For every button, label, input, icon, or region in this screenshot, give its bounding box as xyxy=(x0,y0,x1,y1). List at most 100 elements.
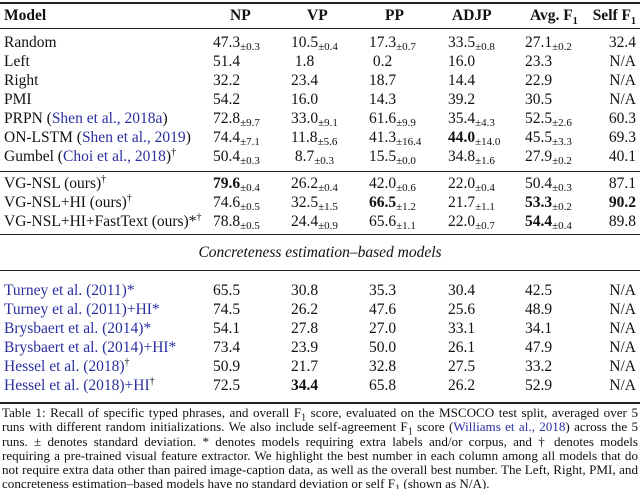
value-cell: 30.5 xyxy=(525,90,552,109)
value: 33.1 xyxy=(448,320,476,337)
caption-text: score, evaluated on the MSCOCO test spli… xyxy=(2,405,638,435)
value: 18.7 xyxy=(369,72,397,89)
value: 50.4 xyxy=(525,175,553,192)
caption-text: score ( xyxy=(412,419,454,435)
value: 11.8 xyxy=(291,129,318,146)
citation-link[interactable]: Shen et al., 2018a xyxy=(51,110,163,127)
value: 33.2 xyxy=(525,358,553,375)
value: 17.3 xyxy=(369,34,397,51)
value: N/A xyxy=(609,358,636,375)
value-cell: 72.8±9.7 xyxy=(213,109,260,130)
table-row: VG-NSL+HI (ours)† 74.6±0.5 32.5±1.5 66.5±1.… xyxy=(0,193,640,214)
model-name: Random xyxy=(4,33,57,52)
dagger-mark: † xyxy=(101,173,107,185)
std-dev: ±3.3 xyxy=(552,136,572,148)
value: 65.6 xyxy=(369,213,397,230)
value-cell: 74.6±0.5 xyxy=(213,193,260,214)
std-dev: ±0.2 xyxy=(552,201,572,213)
value: 47.9 xyxy=(525,339,553,356)
caption-text: Table 1: Recall of specific typed phrase… xyxy=(2,405,302,420)
table-row: PMI 54.2 16.0 14.3 39.2 30.5 N/A xyxy=(0,90,640,109)
model-label: Right xyxy=(4,72,39,89)
value: 39.2 xyxy=(448,91,476,108)
citation-link[interactable]: Shen et al., 2019 xyxy=(81,129,186,146)
value-cell: 27.9±0.2 xyxy=(525,147,572,168)
value-cell: 47.3±0.3 xyxy=(213,33,260,54)
citation-link[interactable]: Choi et al., 2018 xyxy=(62,148,166,165)
value: N/A xyxy=(609,282,636,299)
value: 22.0 xyxy=(448,175,476,192)
value: 26.2 xyxy=(448,377,476,394)
table-row: Right 32.2 23.4 18.7 14.4 22.9 N/A xyxy=(0,71,640,90)
value-cell: 50.4±0.3 xyxy=(213,147,260,168)
model-name: VG-NSL (ours)† xyxy=(4,174,106,193)
value-cell: 22.0±0.7 xyxy=(448,212,495,233)
citation-link[interactable]: Hessel et al. (2018) xyxy=(4,358,125,375)
model-label: ON-LSTM ( xyxy=(4,129,82,146)
value-cell: 90.2 xyxy=(609,193,636,212)
value: 50.0 xyxy=(369,339,397,356)
value-cell: 16.0 xyxy=(291,90,318,109)
std-dev: ±0.3 xyxy=(552,182,572,194)
citation-link[interactable]: Turney et al. (2011)* xyxy=(4,282,135,299)
value-cell: 0.2 xyxy=(369,52,392,71)
value-cell: 65.8 xyxy=(369,376,396,395)
value: 51.4 xyxy=(213,53,241,70)
value-cell: 40.1 xyxy=(609,147,636,166)
caption-text: (shown as N/A). xyxy=(400,476,490,489)
value: 50.4 xyxy=(213,148,241,165)
value: 87.1 xyxy=(608,175,636,192)
citation-link[interactable]: Williams et al., 2018 xyxy=(453,419,566,435)
value-cell: N/A xyxy=(609,338,636,357)
value-cell: 74.5 xyxy=(213,300,240,319)
value: 21.7 xyxy=(448,194,476,211)
value: 27.8 xyxy=(291,320,319,337)
model-label-suffix: ) xyxy=(162,110,168,127)
dagger-mark: † xyxy=(196,211,202,223)
citation-link[interactable]: Brysbaert et al. (2014)+HI* xyxy=(4,339,177,356)
model-name: Right xyxy=(4,71,38,90)
model-name: Turney et al. (2011)* xyxy=(4,281,135,300)
value-cell: 33.5±0.8 xyxy=(448,33,495,54)
value: N/A xyxy=(609,339,636,356)
std-dev: ±0.9 xyxy=(318,220,338,232)
citation-link[interactable]: Brysbaert et al. (2014)* xyxy=(4,320,152,337)
std-dev: ±1.6 xyxy=(475,155,495,167)
value-cell: N/A xyxy=(609,281,636,300)
citation-link[interactable]: Turney et al. (2011)+HI* xyxy=(4,301,160,318)
value-cell: 16.0 xyxy=(448,52,475,71)
value: 44.0 xyxy=(448,129,476,146)
value-cell: 22.9 xyxy=(525,71,552,90)
table-caption: Table 1: Recall of specific typed phrase… xyxy=(2,405,638,489)
model-name: Turney et al. (2011)+HI* xyxy=(4,300,160,319)
model-label: VG-NSL+HI+FastText (ours)* xyxy=(4,213,197,230)
value-cell: 34.1 xyxy=(525,319,552,338)
table-row: Left 51.4 1.8 0.2 16.0 23.3 N/A xyxy=(0,52,640,71)
value-cell: 52.5±2.6 xyxy=(525,109,572,130)
table-row: Hessel et al. (2018)+HI† 72.5 34.4 65.8 26.2… xyxy=(0,376,640,395)
dagger-mark: † xyxy=(124,356,130,368)
value-cell: 89.8 xyxy=(609,212,636,231)
std-dev: ±0.7 xyxy=(475,220,495,232)
header-np: NP xyxy=(230,7,251,24)
model-name: VG-NSL+HI+FastText (ours)*† xyxy=(4,212,201,231)
value: 41.3 xyxy=(369,129,397,146)
value: 53.3 xyxy=(525,194,553,211)
value-cell: 32.2 xyxy=(213,71,240,90)
value: 54.4 xyxy=(525,213,553,230)
std-dev: ±0.6 xyxy=(396,182,416,194)
model-label: Left xyxy=(4,53,30,70)
std-dev: ±0.4 xyxy=(552,220,572,232)
value-cell: 66.5±1.2 xyxy=(369,193,416,214)
value-cell: N/A xyxy=(609,376,636,395)
citation-link[interactable]: Hessel et al. (2018)+HI xyxy=(4,377,150,394)
value-cell: 73.4 xyxy=(213,338,240,357)
model-label: Gumbel ( xyxy=(4,148,63,165)
value-cell: 14.4 xyxy=(448,71,475,90)
value-cell: 34.4 xyxy=(291,376,318,395)
model-name: PMI xyxy=(4,90,32,109)
value: N/A xyxy=(609,301,636,318)
value-cell: 23.9 xyxy=(291,338,318,357)
value: 15.5 xyxy=(369,148,397,165)
value-cell: N/A xyxy=(609,52,636,71)
